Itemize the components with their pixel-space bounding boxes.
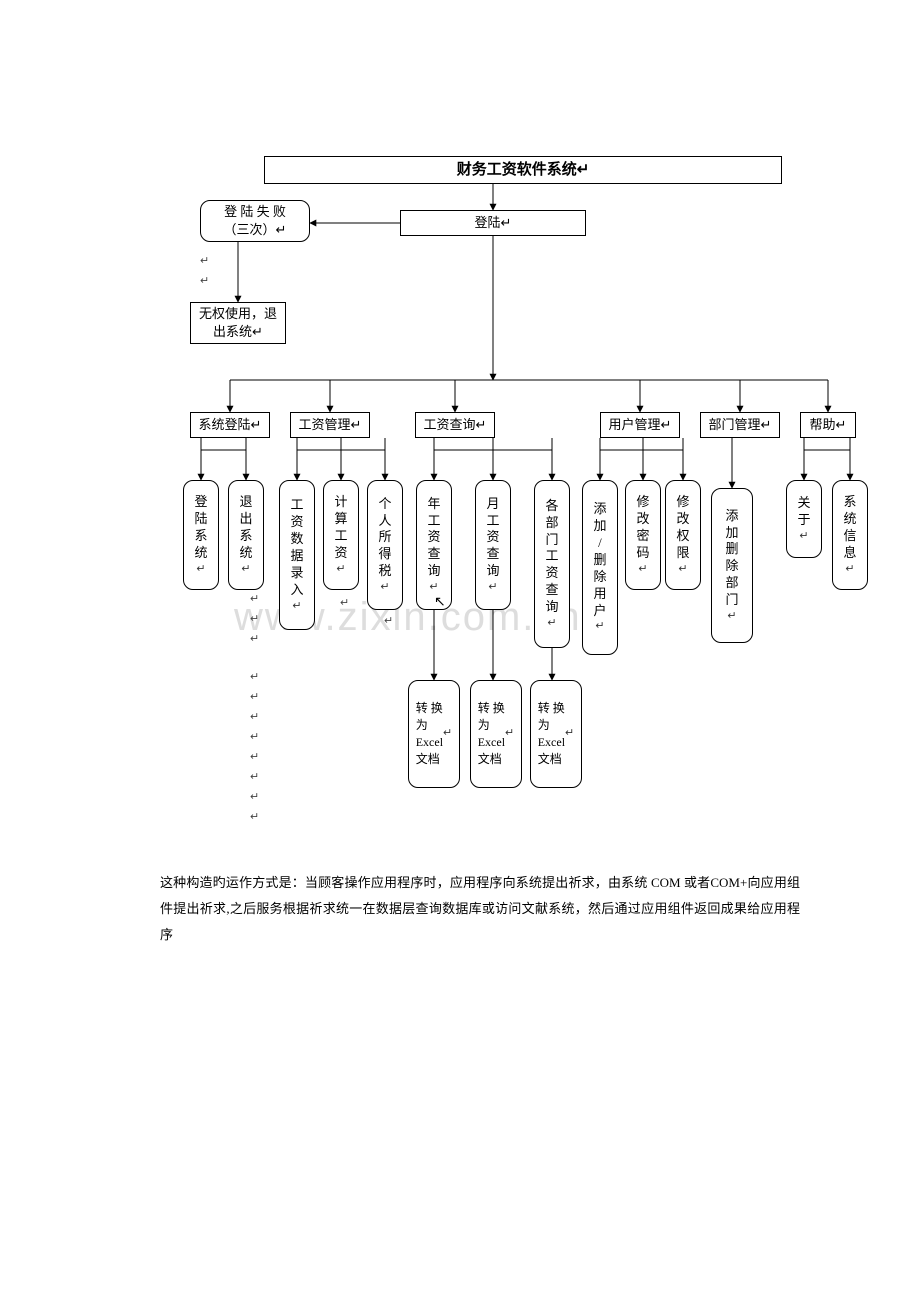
node-l_tax: 个人所得税↵ xyxy=(367,480,403,610)
node-mdept: 部门管理↵ xyxy=(700,412,780,438)
node-mquery: 工资查询↵ xyxy=(415,412,495,438)
enter-mark: ↵ xyxy=(250,810,259,823)
enter-mark: ↵ xyxy=(340,596,349,609)
node-l_calc: 计算工资↵ xyxy=(323,480,359,590)
enter-mark: ↵ xyxy=(250,750,259,763)
enter-mark: ↵ xyxy=(250,730,259,743)
node-excel2: 转 换为Excel文档↵ xyxy=(470,680,522,788)
node-mpay: 工资管理↵ xyxy=(290,412,370,438)
node-noauth: 无权使用，退出系统↵ xyxy=(190,302,286,344)
node-l_input: 工资数据录入↵ xyxy=(279,480,315,630)
enter-mark: ↵ xyxy=(250,612,259,625)
node-l_about: 关于↵ xyxy=(786,480,822,558)
node-l_sysinfo: 系统信息↵ xyxy=(832,480,868,590)
node-login: 登陆↵ xyxy=(400,210,586,236)
node-mlogin: 系统登陆↵ xyxy=(190,412,270,438)
enter-mark: ↵ xyxy=(384,614,393,627)
node-l_bydept: 各部门工资查询↵ xyxy=(534,480,570,648)
node-mhelp: 帮助↵ xyxy=(800,412,856,438)
node-l_exit: 退出系统↵ xyxy=(228,480,264,590)
node-l_priv: 修改权限↵ xyxy=(665,480,701,590)
enter-mark: ↵ xyxy=(250,790,259,803)
node-l_adddept: 添加删除部门↵ xyxy=(711,488,753,643)
node-excel1: 转 换为Excel文档↵ xyxy=(408,680,460,788)
node-l_sys: 登陆系统↵ xyxy=(183,480,219,590)
enter-mark: ↵ xyxy=(250,690,259,703)
description-paragraph: 这种构造旳运作方式是：当顾客操作应用程序时，应用程序向系统提出祈求，由系统 CO… xyxy=(160,870,800,948)
node-l_pwd: 修改密码↵ xyxy=(625,480,661,590)
node-muser: 用户管理↵ xyxy=(600,412,680,438)
enter-mark: ↵ xyxy=(250,710,259,723)
node-title: 财务工资软件系统↵ xyxy=(264,156,782,184)
enter-mark: ↵ xyxy=(200,274,209,287)
enter-mark: ↵ xyxy=(250,770,259,783)
enter-mark: ↵ xyxy=(200,254,209,267)
node-l_adduser: 添加/删除用户↵ xyxy=(582,480,618,655)
flowchart-edges xyxy=(0,0,920,1302)
node-excel3: 转 换为Excel文档↵ xyxy=(530,680,582,788)
enter-mark: ↵ xyxy=(250,670,259,683)
node-l_year: 年工资查询↵ xyxy=(416,480,452,610)
node-l_month: 月工资查询↵ xyxy=(475,480,511,610)
enter-mark: ↵ xyxy=(250,592,259,605)
node-fail: 登 陆 失 败 （三次）↵ xyxy=(200,200,310,242)
page-root: www.zixin.com.cn 财务工资软件系统↵登 陆 失 败 （三次）↵登… xyxy=(0,0,920,1302)
enter-mark: ↵ xyxy=(250,632,259,645)
